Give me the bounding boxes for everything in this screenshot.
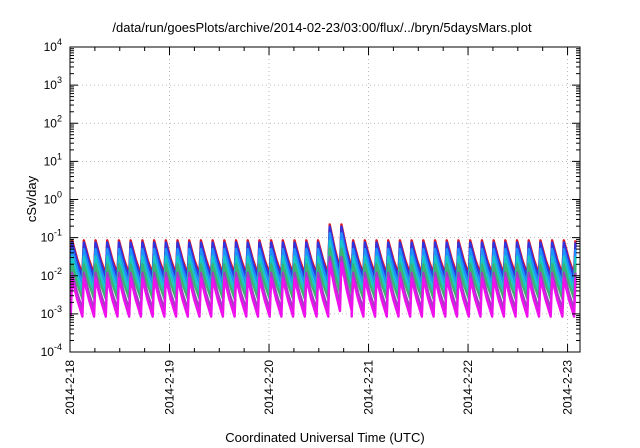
y-tick-label: 104 [44,37,62,54]
y-tick-label: 103 [44,75,62,92]
y-tick-label: 102 [44,113,62,130]
x-tick-label: 2014-2-20 [262,360,276,415]
y-tick-label: 10-3 [41,304,62,321]
x-axis-ticks: 2014-2-18 2014-2-19 2014-2-20 2014-2-21 2014… [63,47,575,415]
y-tick-label: 10-1 [41,228,62,245]
x-axis-label: Coordinated Universal Time (UTC) [225,430,424,445]
chart-title: /data/run/goesPlots/archive/2014-02-23/0… [112,20,532,35]
y-tick-label: 10-4 [41,342,62,359]
series-group [69,223,577,318]
y-axis-label: cSv/day [24,175,39,222]
y-axis-ticks: 10-4 10-3 10-2 10-1 100 101 102 103 104 [41,37,580,359]
y-tick-label: 10-2 [41,266,62,283]
x-tick-label: 2014-2-22 [461,360,475,415]
y-tick-label: 101 [44,151,62,168]
x-tick-label: 2014-2-23 [561,360,575,415]
series-line-7 [69,261,577,318]
y-tick-label: 100 [44,190,62,207]
x-tick-label: 2014-2-21 [362,360,376,415]
x-tick-label: 2014-2-18 [63,360,77,415]
x-tick-label: 2014-2-19 [163,360,177,415]
